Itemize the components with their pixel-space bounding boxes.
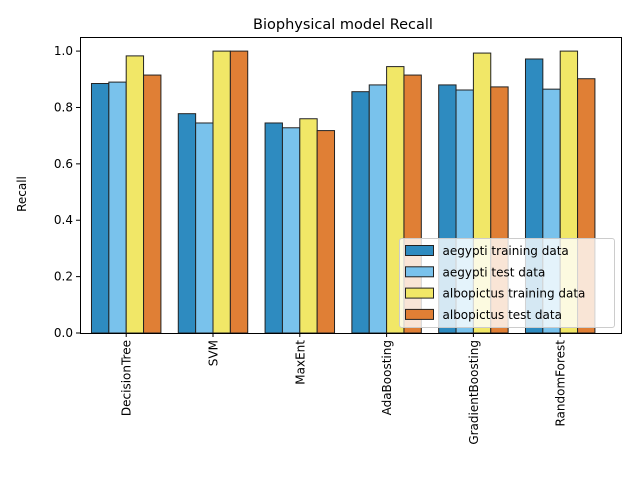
chart-title: Biophysical model Recall (253, 17, 433, 33)
x-tick-label: DecisionTree (120, 340, 134, 416)
bar-svm-series-3 (229, 50, 249, 334)
legend-swatch (405, 308, 434, 320)
y-tick-label: 1.0 (54, 44, 73, 58)
x-tick-label: RandomForest (554, 340, 568, 427)
y-tick-label: 0.0 (54, 326, 73, 340)
legend-label: aegypti test data (443, 265, 546, 279)
bar-decisiontree-series-0 (90, 83, 110, 334)
y-tick-label: 0.2 (54, 270, 73, 284)
bar-maxent-series-2 (299, 118, 318, 334)
plot-frame (80, 37, 622, 334)
x-tick-label: SVM (207, 340, 221, 366)
x-ticks-group: DecisionTree SVM MaxEnt AdaBoosting Gradient… (120, 333, 568, 445)
legend-label: aegypti training data (443, 244, 569, 258)
y-tick-label: 0.8 (54, 100, 73, 114)
y-ticks-group: 0.0 0.2 0.4 0.6 0.8 1.0 (54, 44, 80, 340)
y-tick-label: 0.6 (54, 157, 73, 171)
legend-label: albopictus test data (443, 308, 562, 322)
bar-svm-series-0 (177, 113, 197, 334)
bar-maxent-series-0 (264, 122, 283, 334)
bar-svm-series-1 (195, 122, 214, 334)
legend-swatch (405, 245, 434, 256)
bar-adaboosting-series-0 (351, 91, 370, 334)
bar-decisiontree-series-2 (125, 55, 145, 334)
bar-svm-series-2 (212, 50, 231, 334)
y-axis-label: Recall (15, 176, 29, 212)
bar-maxent-series-3 (316, 130, 336, 334)
bar-adaboosting-series-1 (368, 84, 388, 334)
bar-decisiontree-series-3 (143, 74, 162, 334)
y-tick-label: 0.4 (54, 213, 73, 227)
x-tick-label: MaxEnt (293, 340, 307, 385)
x-tick-label: GradientBoosting (467, 340, 481, 445)
legend-box (399, 238, 615, 328)
legend: aegypti training data aegypti test data al… (399, 238, 615, 328)
legend-swatch (405, 266, 434, 278)
bar-maxent-series-1 (281, 127, 301, 334)
bar-decisiontree-series-1 (108, 81, 127, 334)
legend-label: albopictus training data (443, 287, 586, 301)
legend-swatch (405, 287, 434, 299)
x-tick-label: AdaBoosting (380, 340, 394, 415)
